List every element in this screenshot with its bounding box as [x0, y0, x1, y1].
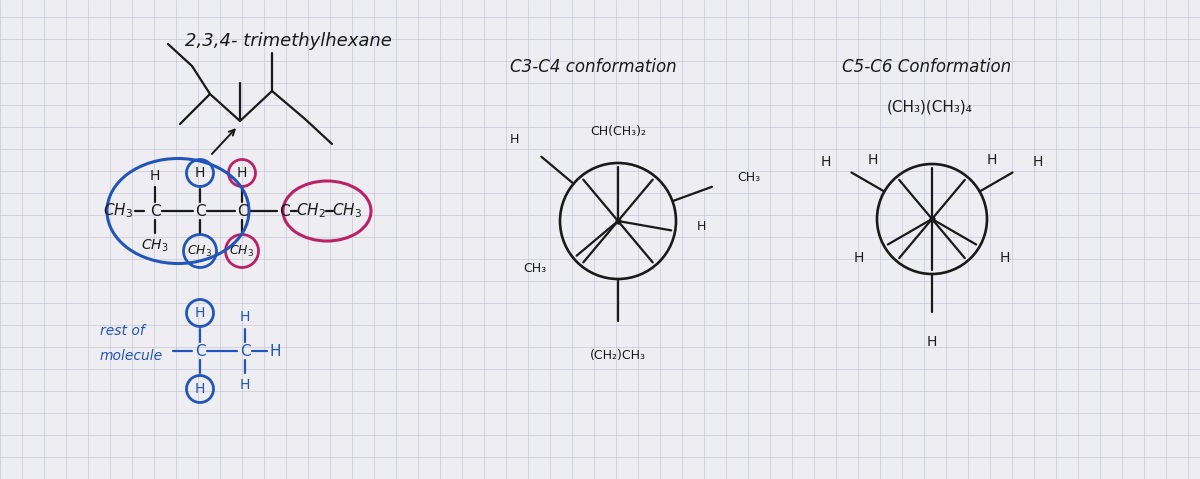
Text: H: H: [697, 220, 707, 233]
Text: C: C: [150, 204, 161, 218]
Text: $CH_3$: $CH_3$: [103, 202, 133, 220]
Text: $CH_3$: $CH_3$: [332, 202, 362, 220]
Text: H: H: [926, 335, 937, 349]
Text: H: H: [240, 378, 250, 392]
Text: $CH_3$: $CH_3$: [187, 243, 212, 259]
Text: $CH_3$: $CH_3$: [142, 238, 169, 254]
Text: C5-C6 Conformation: C5-C6 Conformation: [842, 58, 1012, 76]
Text: H: H: [986, 152, 997, 167]
Text: $CH_2$: $CH_2$: [296, 202, 326, 220]
Text: H: H: [194, 382, 205, 396]
Text: H: H: [854, 251, 864, 264]
Text: CH₃: CH₃: [737, 171, 761, 183]
Text: H: H: [240, 310, 250, 324]
Text: C: C: [194, 204, 205, 218]
Text: H: H: [1000, 251, 1010, 264]
Text: molecule: molecule: [100, 349, 163, 363]
Text: H: H: [194, 306, 205, 320]
Text: H: H: [509, 133, 518, 146]
Text: C3-C4 conformation: C3-C4 conformation: [510, 58, 677, 76]
Text: C: C: [194, 343, 205, 358]
Text: C: C: [236, 204, 247, 218]
Text: $CH_3$: $CH_3$: [229, 243, 254, 259]
Text: (CH₂)CH₃: (CH₂)CH₃: [590, 349, 646, 362]
Text: C: C: [278, 204, 289, 218]
Text: CH₃: CH₃: [523, 262, 546, 275]
Text: CH(CH₃)₂: CH(CH₃)₂: [590, 125, 646, 137]
Text: H: H: [150, 169, 160, 183]
Text: H: H: [236, 166, 247, 180]
Text: H: H: [821, 155, 832, 169]
Text: C: C: [240, 343, 251, 358]
Text: H: H: [1033, 155, 1043, 169]
Text: rest of: rest of: [100, 324, 145, 338]
Text: 2,3,4- trimethylhexane: 2,3,4- trimethylhexane: [185, 32, 392, 50]
Text: H: H: [868, 152, 877, 167]
Text: H: H: [269, 343, 281, 358]
Text: (CH₃)(CH₃)₄: (CH₃)(CH₃)₄: [887, 100, 973, 114]
Text: H: H: [194, 166, 205, 180]
